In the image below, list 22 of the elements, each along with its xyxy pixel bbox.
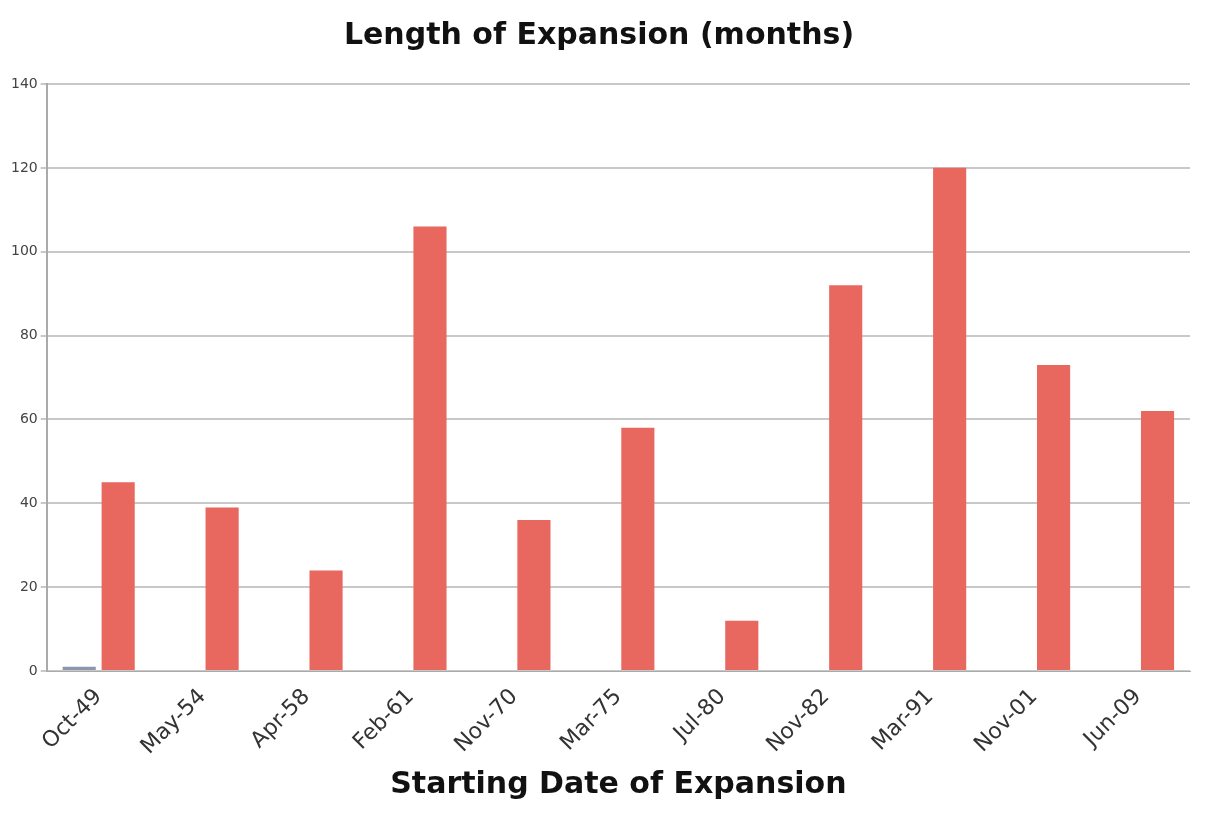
bar [517,520,551,671]
y-tick-label: 60 [19,410,38,427]
bar [621,427,655,671]
y-tick-label: 80 [19,326,38,343]
y-tick-label: 20 [19,577,38,594]
chart-title: Length of Expansion (months) [343,15,855,51]
y-tick-label: 0 [28,661,38,678]
bar [725,620,759,671]
y-tick-label: 100 [10,242,38,259]
x-axis-title: Starting Date of Expansion [390,764,847,800]
y-tick-label: 120 [10,158,38,175]
bar [309,570,343,671]
bar [829,285,863,671]
bar [413,226,447,671]
y-tick-label: 40 [19,493,38,510]
bar [933,167,967,671]
bar [62,666,96,671]
bar [1037,364,1071,671]
bar [1140,411,1175,671]
bar [101,482,135,671]
y-tick-label: 140 [10,74,38,91]
bar [205,507,239,671]
